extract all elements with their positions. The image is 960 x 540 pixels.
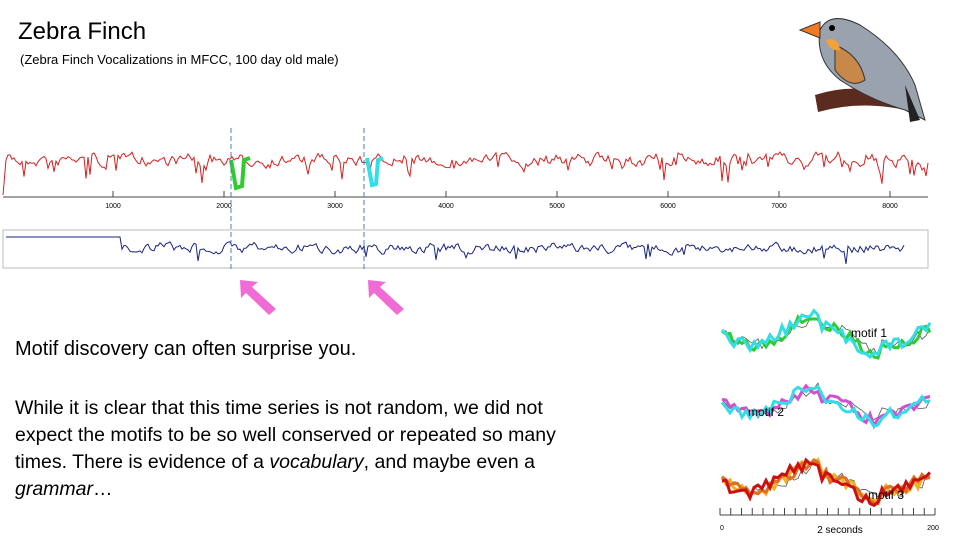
axis-label: 2 seconds — [817, 525, 863, 536]
motif-trace — [721, 308, 932, 360]
tick-label: 8000 — [882, 203, 898, 210]
axis-label: 0 — [720, 525, 724, 532]
tick-label: 7000 — [771, 203, 787, 210]
motif-label: motif 3 — [868, 488, 904, 502]
text: … — [93, 478, 113, 500]
emphasis: vocabulary — [269, 451, 364, 473]
waveform — [2, 150, 929, 196]
text: While it is clear that this time series … — [15, 397, 556, 473]
paragraph: While it is clear that this time series … — [15, 395, 600, 503]
motif-highlight — [365, 156, 384, 188]
heading: Motif discovery can often surprise you. — [15, 338, 357, 360]
tick-label: 1000 — [105, 203, 121, 210]
motif-trace — [720, 384, 931, 429]
panel-frame — [2, 229, 929, 269]
tick-label: 2000 — [216, 203, 232, 210]
title: Zebra Finch — [18, 18, 147, 45]
bird-illustration — [798, 18, 926, 122]
motif-label: motif 1 — [851, 326, 887, 340]
motif-label: motif 2 — [748, 405, 784, 419]
subtitle: (Zebra Finch Vocalizations in MFCC, 100 … — [20, 52, 339, 67]
tick-label: 4000 — [438, 203, 454, 210]
emphasis: grammar — [15, 478, 94, 500]
axis-label: 200 — [927, 525, 939, 532]
arrow — [368, 280, 404, 315]
tick-label: 5000 — [549, 203, 565, 210]
text: , and maybe even a — [363, 451, 535, 473]
waveform — [6, 236, 905, 264]
motif-highlight — [229, 156, 251, 191]
motif-trace — [721, 457, 932, 508]
tick-label: 6000 — [660, 203, 676, 210]
motif-trace — [720, 457, 931, 506]
tick-label: 3000 — [327, 203, 343, 210]
arrow — [240, 280, 276, 315]
